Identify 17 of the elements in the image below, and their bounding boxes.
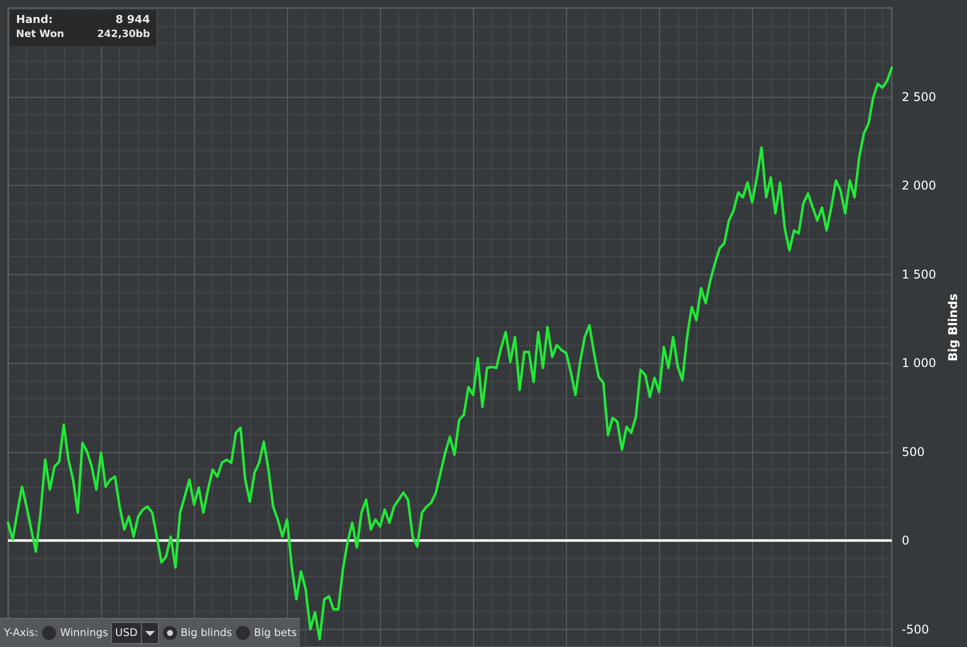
annotation: 8 944 — [116, 13, 150, 26]
y-tick-label: 2 500 — [902, 90, 936, 104]
annotation: Big blinds — [180, 627, 232, 639]
y-tick-label: 1 500 — [902, 267, 936, 282]
y-tick-label: 1 000 — [902, 356, 936, 370]
annotation: 242,30bb — [97, 29, 150, 40]
annotation: Net Won — [16, 29, 64, 40]
annotation: Y-Axis: — [4, 627, 38, 639]
y-tick-label: 0 — [902, 534, 910, 548]
y-axis-title: Big Blinds — [946, 294, 960, 362]
annotation: USD — [114, 627, 139, 639]
annotation: Winnings — [60, 627, 108, 639]
y-tick-label: 500 — [902, 444, 925, 459]
annotation: Big bets — [254, 627, 297, 639]
y-tick-label: -500 — [902, 622, 929, 636]
annotation: Hand: — [16, 13, 53, 26]
y-tick-label: 2 000 — [902, 178, 936, 192]
